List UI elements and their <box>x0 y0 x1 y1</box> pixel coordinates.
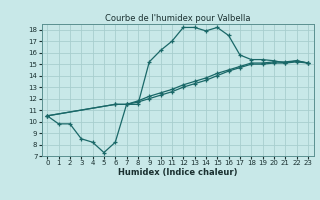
Title: Courbe de l'humidex pour Valbella: Courbe de l'humidex pour Valbella <box>105 14 250 23</box>
X-axis label: Humidex (Indice chaleur): Humidex (Indice chaleur) <box>118 168 237 177</box>
